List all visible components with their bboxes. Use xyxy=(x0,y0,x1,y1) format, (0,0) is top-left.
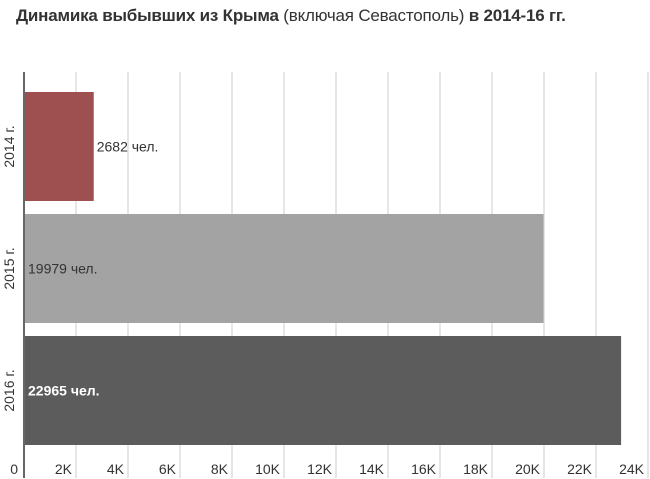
x-tick-label: 10K xyxy=(255,461,281,477)
x-tick-label: 8K xyxy=(211,461,229,477)
x-tick-label: 22K xyxy=(567,461,593,477)
x-tick-label: 2K xyxy=(55,461,73,477)
y-category-label: 2016 г. xyxy=(1,369,17,411)
x-tick-label: 14K xyxy=(359,461,385,477)
bar-2 xyxy=(25,214,544,323)
y-category-label: 2014 г. xyxy=(1,125,17,167)
x-tick-label: 4K xyxy=(107,461,125,477)
x-tick-label: 24K xyxy=(619,461,645,477)
x-tick-label: 12K xyxy=(307,461,333,477)
x-tick-label: 20K xyxy=(515,461,541,477)
x-tick-label: 18K xyxy=(463,461,489,477)
x-tick-label: 0 xyxy=(10,461,18,477)
data-label: 2682 чел. xyxy=(97,139,159,155)
chart-title: Динамика выбывших из Крыма (включая Сева… xyxy=(16,6,566,26)
x-tick-label: 16K xyxy=(411,461,437,477)
bar-3 xyxy=(25,336,622,445)
data-label: 22965 чел. xyxy=(28,383,100,399)
title-normal-part: (включая Севастополь) xyxy=(278,6,469,25)
title-bold-years: в 2014-16 гг. xyxy=(468,6,566,25)
x-tick-label: 6K xyxy=(159,461,177,477)
data-label: 19979 чел. xyxy=(28,261,98,277)
bar-1 xyxy=(25,92,94,201)
title-bold-part: Динамика выбывших из Крыма xyxy=(16,6,279,25)
y-category-label: 2015 г. xyxy=(1,247,17,289)
